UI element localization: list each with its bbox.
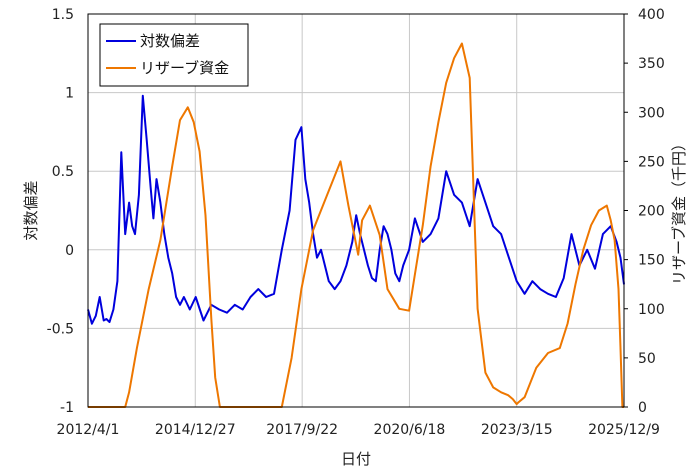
y-right-tick-label: 350 (638, 56, 665, 72)
y-left-tick-label: 1 (65, 86, 74, 102)
series-line-reserve (88, 42, 624, 408)
y-right-tick-label: 200 (638, 204, 665, 220)
y-axis-left-title: 対数偏差 (22, 180, 40, 240)
x-tick-label: 2017/9/22 (266, 422, 338, 438)
y-left-tick-label: 1.5 (52, 7, 74, 23)
legend-label-reserve: リザーブ資金 (140, 59, 229, 77)
series-layer (87, 42, 625, 408)
y-right-tick-label: 400 (638, 7, 665, 23)
y-right-tick-label: 300 (638, 105, 665, 121)
y-right-tick-label: 150 (638, 253, 665, 269)
tick-layer: -1 -0.5 0 0.5 1 1.5 0 50 100 150 200 250 300 350 400 20… (47, 7, 665, 438)
x-axis-title: 日付 (341, 450, 371, 468)
legend-box (99, 23, 249, 87)
x-tick-label: 2025/12/9 (588, 422, 660, 438)
x-tick-label: 2014/12/27 (155, 422, 236, 438)
y-axis-right-title: リザーブ資金（千円） (670, 136, 688, 285)
y-left-tick-label: 0.5 (52, 164, 74, 180)
legend: 対数偏差 リザーブ資金 (99, 23, 249, 87)
y-left-tick-label: -1 (60, 400, 74, 416)
x-tick-label: 2012/4/1 (57, 422, 120, 438)
y-right-tick-label: 250 (638, 154, 665, 170)
x-tick-label: 2020/6/18 (374, 422, 446, 438)
y-left-tick-label: -0.5 (47, 321, 74, 337)
series-line-log-deviation (87, 94, 625, 325)
y-right-tick-label: 0 (638, 400, 647, 416)
y-right-tick-label: 50 (638, 351, 656, 367)
x-tick-label: 2023/3/15 (481, 422, 553, 438)
y-left-tick-label: 0 (65, 243, 74, 259)
y-right-tick-label: 100 (638, 302, 665, 318)
legend-label-log-deviation: 対数偏差 (140, 32, 200, 50)
